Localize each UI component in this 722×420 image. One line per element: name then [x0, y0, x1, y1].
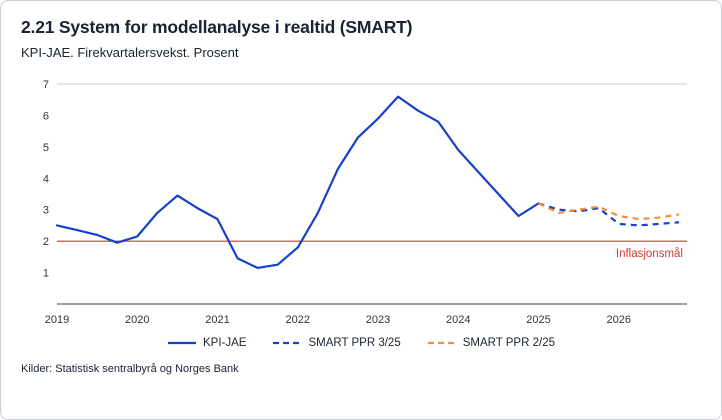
- svg-text:4: 4: [43, 173, 49, 185]
- svg-text:2024: 2024: [446, 314, 470, 326]
- sources-note: Kilder: Statistisk sentralbyrå og Norges…: [21, 363, 239, 375]
- chart-title: 2.21 System for modellanalyse i realtid …: [21, 17, 413, 37]
- legend-item-smart-ppr-3-25: SMART PPR 3/25: [272, 337, 401, 349]
- legend-item-smart-ppr-2-25: SMART PPR 2/25: [427, 337, 555, 349]
- svg-text:2021: 2021: [205, 314, 229, 326]
- svg-text:2: 2: [43, 236, 49, 248]
- chart-legend: KPI-JAE SMART PPR 3/25 SMART PPR 2/25: [21, 337, 701, 349]
- svg-text:Inflasjonsmål: Inflasjonsmål: [616, 248, 683, 260]
- svg-text:2022: 2022: [286, 314, 310, 326]
- legend-line-solid-blue-icon: [168, 341, 196, 345]
- legend-label: SMART PPR 2/25: [462, 337, 555, 349]
- legend-line-dashed-blue-icon: [273, 341, 302, 345]
- svg-text:2026: 2026: [607, 314, 631, 326]
- legend-label: SMART PPR 3/25: [308, 337, 401, 349]
- chart-area: 1 2 3 4 5 6 7 2019 2020 2021 2022 2023 2024 2025 2026 I…: [21, 70, 701, 337]
- svg-text:6: 6: [43, 110, 49, 122]
- svg-text:2023: 2023: [366, 314, 390, 326]
- svg-text:7: 7: [43, 79, 49, 91]
- svg-text:5: 5: [43, 142, 49, 154]
- chart-subtitle: KPI-JAE. Firekvartalersvekst. Prosent: [21, 45, 239, 60]
- svg-text:1: 1: [43, 268, 49, 280]
- svg-text:3: 3: [43, 205, 49, 217]
- legend-item-kpi-jae: KPI-JAE: [167, 337, 246, 349]
- legend-label: KPI-JAE: [203, 337, 247, 349]
- svg-text:2025: 2025: [526, 314, 550, 326]
- legend-line-dashed-orange-icon: [427, 341, 456, 345]
- svg-text:2020: 2020: [125, 314, 149, 326]
- svg-text:2019: 2019: [45, 314, 69, 326]
- chart-canvas: 1 2 3 4 5 6 7 2019 2020 2021 2022 2023 2024 2025 2026 I…: [43, 79, 687, 326]
